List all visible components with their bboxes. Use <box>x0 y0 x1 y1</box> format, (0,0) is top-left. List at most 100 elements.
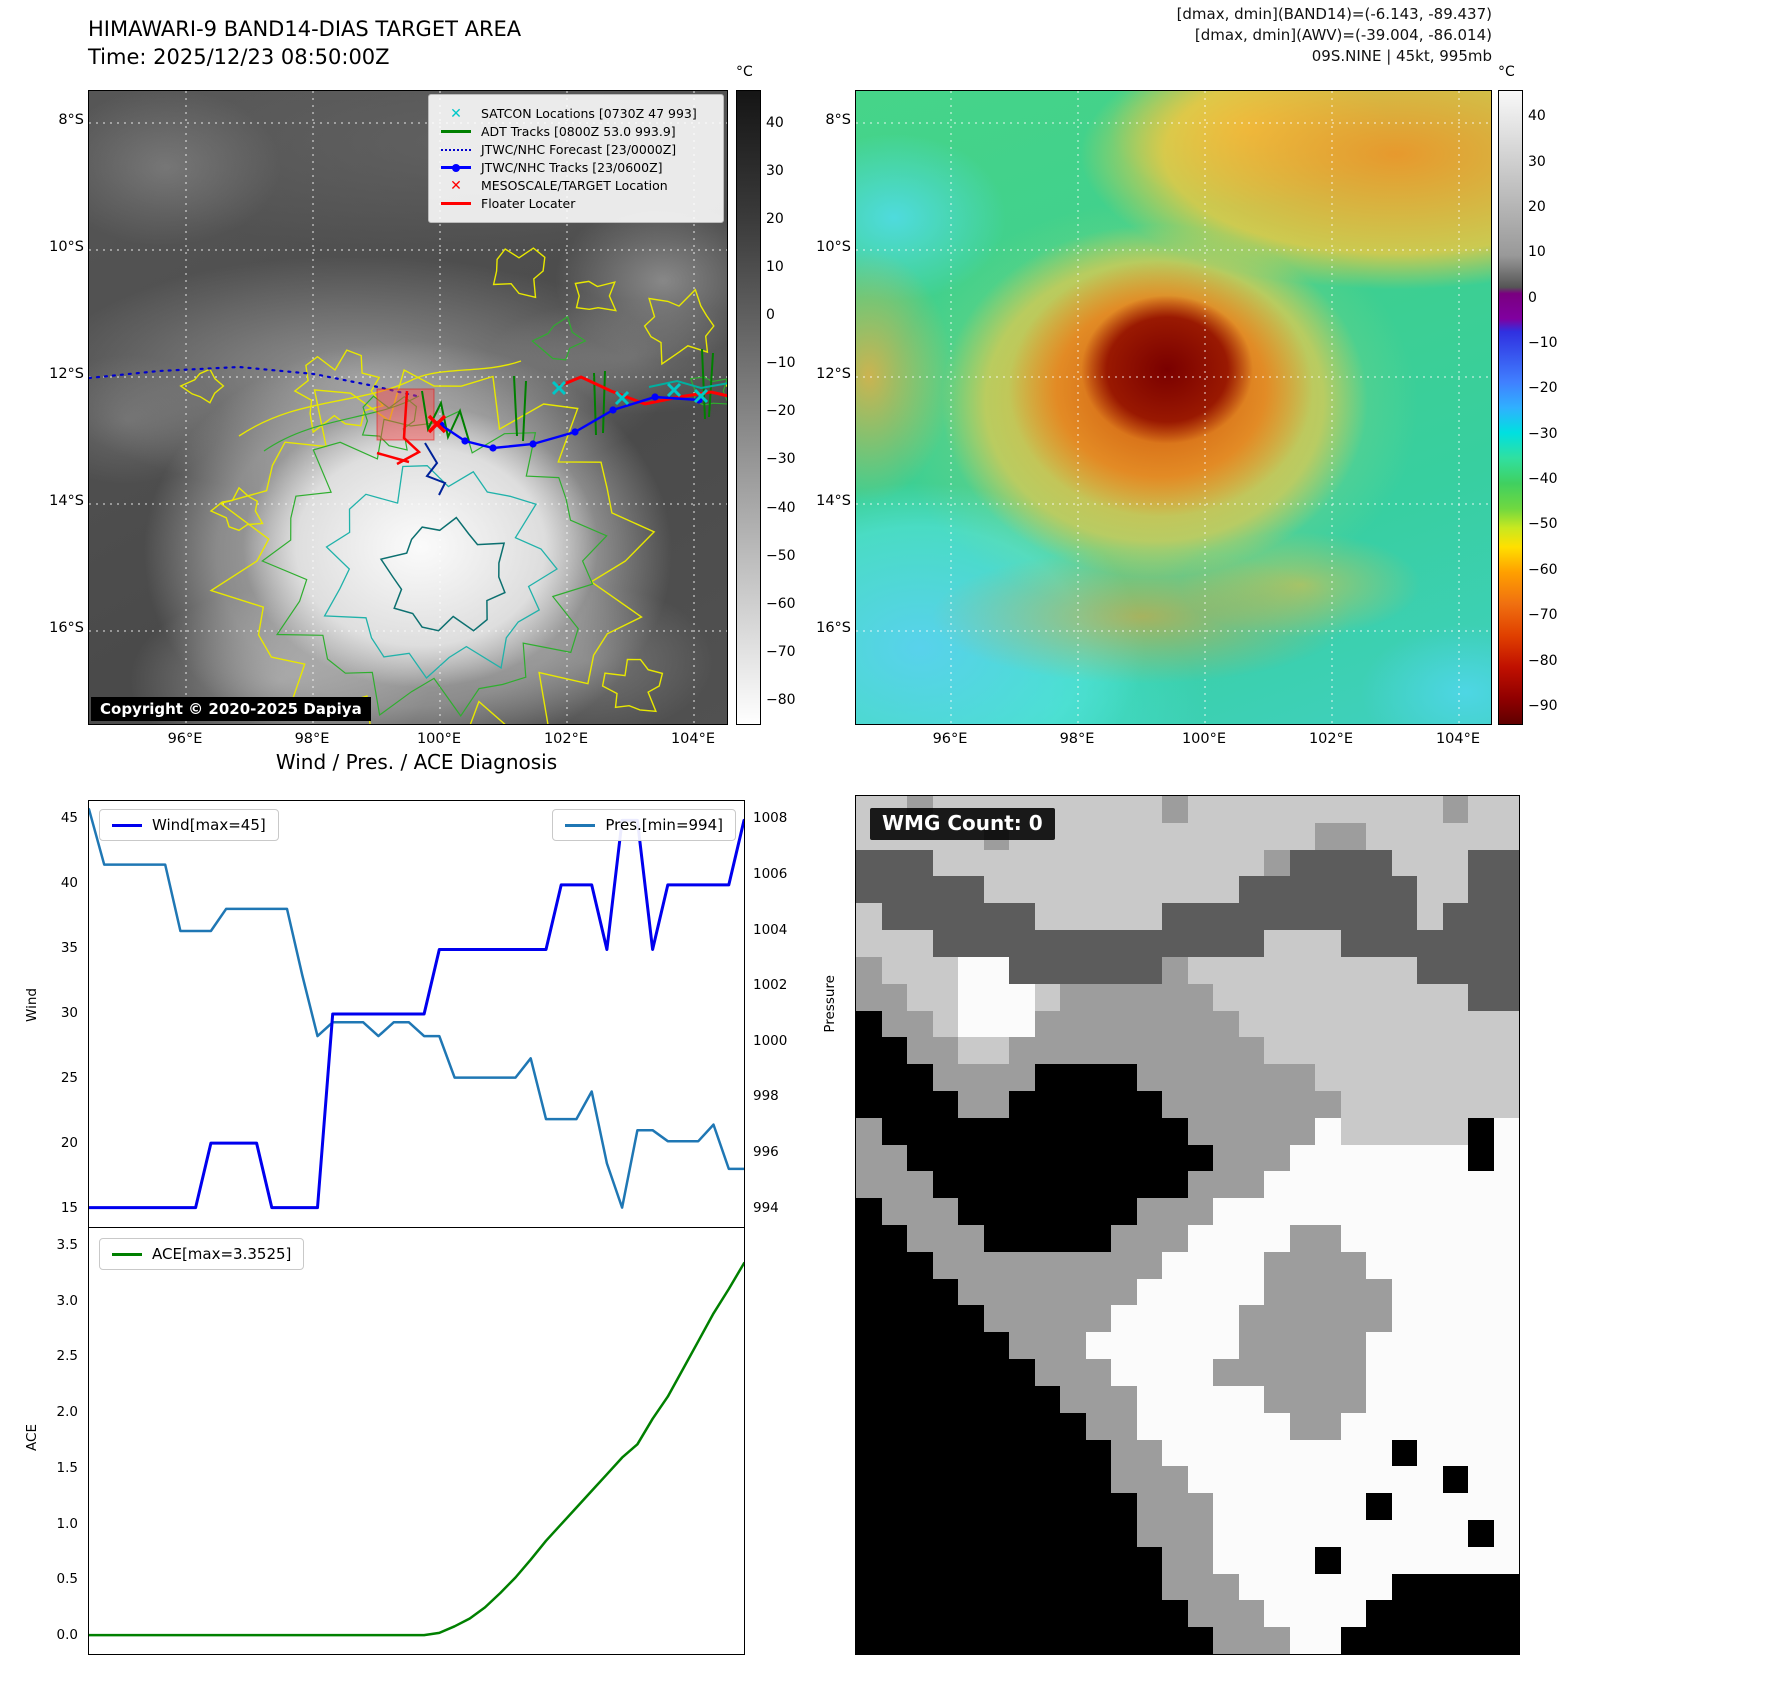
wmg-pixel <box>1060 796 1086 823</box>
wind-legend-swatch <box>112 823 142 827</box>
wmg-pixel <box>856 1225 882 1252</box>
wmg-pixel <box>1391 1305 1417 1333</box>
wmg-pixel <box>1391 796 1417 823</box>
wmg-pixel <box>1034 1251 1060 1279</box>
wmg-pixel <box>1417 1412 1443 1440</box>
wmg-pixel <box>856 876 882 904</box>
wmg-pixel <box>907 1519 933 1547</box>
wmg-pixel <box>983 1412 1009 1440</box>
wmg-pixel <box>881 1171 907 1199</box>
wmg-pixel <box>1034 876 1060 904</box>
wmg-pixel <box>1213 796 1239 823</box>
wmg-pixel <box>1442 983 1468 1011</box>
wmg-pixel <box>1340 876 1366 904</box>
wmg-pixel <box>932 1332 958 1360</box>
wmg-pixel <box>1264 930 1290 957</box>
wmg-pixel <box>1009 1278 1035 1306</box>
wmg-pixel <box>1289 1627 1315 1654</box>
wmg-pixel <box>1111 983 1137 1011</box>
wmg-pixel <box>1391 1466 1417 1494</box>
legend-item-label: ADT Tracks [0800Z 53.0 993.9] <box>481 124 676 139</box>
wmg-pixel <box>881 1385 907 1413</box>
wmg-pixel <box>1162 1198 1188 1225</box>
wmg-pixel <box>932 1117 958 1145</box>
wmg-pixel <box>1315 1493 1341 1520</box>
wmg-pixel <box>1442 1439 1468 1467</box>
wmg-pixel <box>1340 1251 1366 1279</box>
wmg-pixel <box>1264 849 1290 877</box>
wmg-pixel <box>1009 1037 1035 1065</box>
wmg-pixel <box>1060 1332 1086 1360</box>
wmg-pixel <box>1136 1090 1162 1118</box>
wmg-pixel <box>1034 930 1060 957</box>
wmg-pixel <box>1264 1332 1290 1360</box>
wmg-pixel <box>983 1385 1009 1413</box>
wmg-pixel <box>983 1493 1009 1520</box>
wmg-pixel <box>1340 1171 1366 1199</box>
awv-lat-axis: 8°S 10°S 12°S 14°S 16°S <box>805 90 851 725</box>
y-tick-label: 1008 <box>753 810 788 827</box>
wmg-pixel <box>1289 849 1315 877</box>
wmg-pixel <box>1442 1332 1468 1360</box>
wmg-pixel <box>881 1412 907 1440</box>
line-marker-icon <box>439 143 473 157</box>
wmg-pixel <box>1417 1466 1443 1494</box>
wmg-pixel <box>1391 1412 1417 1440</box>
wmg-pixel <box>1238 1037 1264 1065</box>
wmg-pixel <box>1493 1090 1519 1118</box>
wmg-pixel <box>1340 1519 1366 1547</box>
wmg-pixel <box>1391 849 1417 877</box>
wmg-pixel <box>1034 849 1060 877</box>
wmg-pixel <box>932 1412 958 1440</box>
wmg-pixel <box>881 1627 907 1654</box>
wmg-pixel <box>1289 1144 1315 1172</box>
wmg-pixel <box>1289 1198 1315 1225</box>
wmg-pixel <box>1034 1546 1060 1574</box>
colorbar-tick-label: −20 <box>1528 380 1558 397</box>
wmg-pixel <box>1468 876 1494 904</box>
wmg-pixel <box>907 1385 933 1413</box>
wmg-pixel <box>958 1627 984 1654</box>
colorbar-tick-label: 10 <box>766 258 784 275</box>
wmg-pixel <box>881 1037 907 1065</box>
diagnosis-title: Wind / Pres. / ACE Diagnosis <box>275 750 558 774</box>
wmg-pixel <box>1442 1144 1468 1172</box>
wmg-pixel <box>1289 876 1315 904</box>
wmg-pixel <box>1417 849 1443 877</box>
wmg-pixel <box>1417 1439 1443 1467</box>
wmg-pixel <box>881 956 907 984</box>
wmg-pixel <box>1340 1546 1366 1574</box>
wmg-pixel <box>856 1359 882 1386</box>
wmg-pixel <box>958 1332 984 1360</box>
wmg-pixel <box>1391 1439 1417 1467</box>
wmg-pixel <box>1009 1573 1035 1601</box>
wmg-pixel <box>958 1117 984 1145</box>
wmg-pixel <box>1085 1439 1111 1467</box>
wmg-pixel <box>1162 796 1188 823</box>
wmg-pixel <box>1085 1359 1111 1386</box>
awv-annotation-awv: [dmax, dmin](AWV)=(-39.004, -86.014) <box>1194 26 1492 44</box>
wmg-pixel <box>1009 1117 1035 1145</box>
wmg-pixel <box>932 1305 958 1333</box>
wmg-pixel <box>1111 1546 1137 1574</box>
wmg-pixel <box>1493 903 1519 931</box>
wmg-pixel <box>1111 1117 1137 1145</box>
wmg-pixel <box>1315 1412 1341 1440</box>
wmg-pixel <box>1315 1278 1341 1306</box>
wmg-pixel <box>1213 1198 1239 1225</box>
wmg-pixel <box>856 849 882 877</box>
wmg-pixel <box>1468 903 1494 931</box>
wmg-pixel <box>881 1573 907 1601</box>
wmg-pixel <box>983 1037 1009 1065</box>
wmg-pixel <box>932 876 958 904</box>
wmg-pixel <box>1213 1064 1239 1091</box>
wmg-pixel <box>1213 903 1239 931</box>
wmg-pixel <box>907 1251 933 1279</box>
wmg-pixel <box>856 1466 882 1494</box>
wmg-pixel <box>1289 1064 1315 1091</box>
wmg-pixel <box>1213 1090 1239 1118</box>
wmg-pixel <box>1034 1225 1060 1252</box>
wmg-pixel <box>1468 1546 1494 1574</box>
wmg-pixel <box>1085 1627 1111 1654</box>
wmg-pixel <box>1034 1037 1060 1065</box>
